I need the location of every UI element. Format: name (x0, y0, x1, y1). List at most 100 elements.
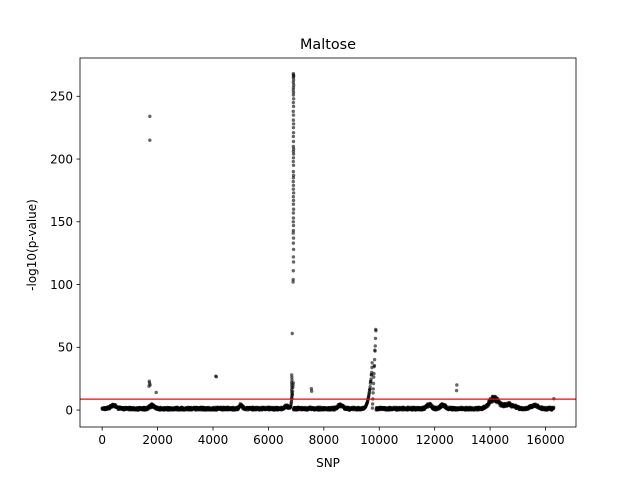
snp-point (368, 385, 372, 389)
snp-point (372, 357, 377, 362)
significant-snp-point (290, 383, 294, 387)
significant-snp-point (291, 211, 296, 215)
significant-snp-point (291, 78, 296, 82)
significant-snp-point (291, 163, 296, 168)
significant-snp-point (289, 380, 294, 385)
significant-snp-point (291, 260, 296, 264)
significant-snp-point (290, 390, 294, 395)
significant-snp-point (291, 231, 295, 235)
significant-snp-point (291, 159, 296, 164)
snp-point (552, 405, 556, 410)
significant-snp-point (291, 247, 296, 252)
significant-snp-point (455, 383, 459, 387)
y-tick-label: 50 (58, 341, 73, 355)
significant-snp-point (291, 75, 296, 80)
significant-snp-point (291, 207, 296, 211)
snp-point (370, 402, 375, 406)
significant-snp-point (148, 114, 152, 119)
significant-snp-point (291, 100, 296, 105)
x-tick-label: 14000 (471, 433, 509, 447)
significant-snp-point (291, 152, 296, 156)
significant-snp-point (291, 156, 296, 160)
y-tick-label: 150 (50, 215, 73, 229)
snp-point (369, 377, 373, 381)
x-tick-label: 6000 (253, 433, 284, 447)
significant-snp-point (291, 228, 296, 233)
significant-snp-point (291, 191, 296, 195)
y-tick-label: 0 (65, 403, 73, 417)
y-tick-label: 200 (50, 152, 73, 166)
significant-snp-point (291, 198, 296, 203)
significant-snp-point (291, 277, 295, 282)
x-tick-label: 10000 (360, 433, 398, 447)
significant-snp-point (291, 90, 296, 95)
snp-point (373, 344, 377, 348)
significant-snp-point (291, 93, 296, 97)
significant-snp-point (291, 134, 296, 139)
significant-snp-point (290, 393, 294, 397)
significant-snp-point (291, 220, 296, 224)
significant-snp-point (291, 97, 296, 101)
significant-snp-point (291, 104, 296, 109)
y-axis-label: -log10(p-value) (25, 199, 39, 291)
x-axis-label: SNP (316, 456, 340, 470)
significant-snp-point (290, 373, 294, 377)
significant-snp-point (291, 125, 296, 130)
y-tick-label: 100 (50, 278, 73, 292)
x-tick-label: 4000 (198, 433, 229, 447)
snp-point (372, 371, 376, 376)
significant-snp-point (454, 388, 459, 393)
chart-title: Maltose (300, 37, 356, 53)
significant-snp-point (290, 331, 294, 336)
significant-snp-point (289, 388, 294, 392)
significant-snp-point (290, 378, 294, 382)
significant-snp-point (291, 269, 296, 273)
significant-snp-point (291, 122, 296, 126)
snp-point (370, 406, 375, 410)
significant-snp-point (291, 187, 296, 191)
data-points (100, 71, 556, 412)
significant-snp-point (291, 255, 296, 259)
significant-snp-point (148, 138, 152, 142)
y-axis-ticks: 0 50 100 150 200 250 (50, 90, 80, 417)
significant-snp-point (291, 149, 296, 154)
snp-point (371, 381, 376, 386)
snp-point (371, 387, 375, 391)
significant-snp-point (291, 216, 296, 220)
snp-point (372, 375, 376, 379)
significant-snp-point (292, 83, 296, 87)
significant-snp-point (290, 395, 294, 400)
snp-point (370, 361, 374, 365)
x-axis-ticks: 0 2000 4000 6000 8000 10000 12000 14000 16000 (98, 427, 565, 447)
plot-area-frame (79, 57, 577, 428)
x-tick-label: 8000 (309, 433, 340, 447)
snp-point (373, 336, 378, 341)
significant-snp-point (214, 375, 219, 379)
x-tick-label: 12000 (416, 433, 454, 447)
significant-snp-point (291, 223, 296, 228)
significant-snp-point (291, 80, 296, 85)
significant-snp-point (291, 176, 296, 180)
significant-snp-point (291, 118, 296, 122)
x-tick-label: 2000 (142, 433, 173, 447)
significant-snp-point (309, 387, 314, 391)
snp-point (373, 349, 377, 353)
significant-snp-point (291, 236, 296, 240)
significant-snp-point (291, 130, 296, 135)
significant-snp-point (291, 202, 296, 206)
significant-snp-point (291, 173, 296, 178)
x-tick-label: 0 (98, 433, 106, 447)
x-tick-label: 16000 (526, 433, 564, 447)
significant-snp-point (291, 169, 296, 174)
y-tick-label: 250 (50, 90, 73, 104)
significant-snp-point (290, 385, 294, 390)
significant-snp-point (309, 389, 314, 393)
significant-snp-point (291, 147, 296, 151)
significant-snp-point (291, 113, 296, 117)
significant-snp-point (290, 375, 294, 380)
significant-snp-point (291, 139, 296, 144)
significant-snp-point (291, 194, 296, 199)
significant-snp-point (291, 144, 296, 149)
significant-snp-point (291, 280, 295, 284)
